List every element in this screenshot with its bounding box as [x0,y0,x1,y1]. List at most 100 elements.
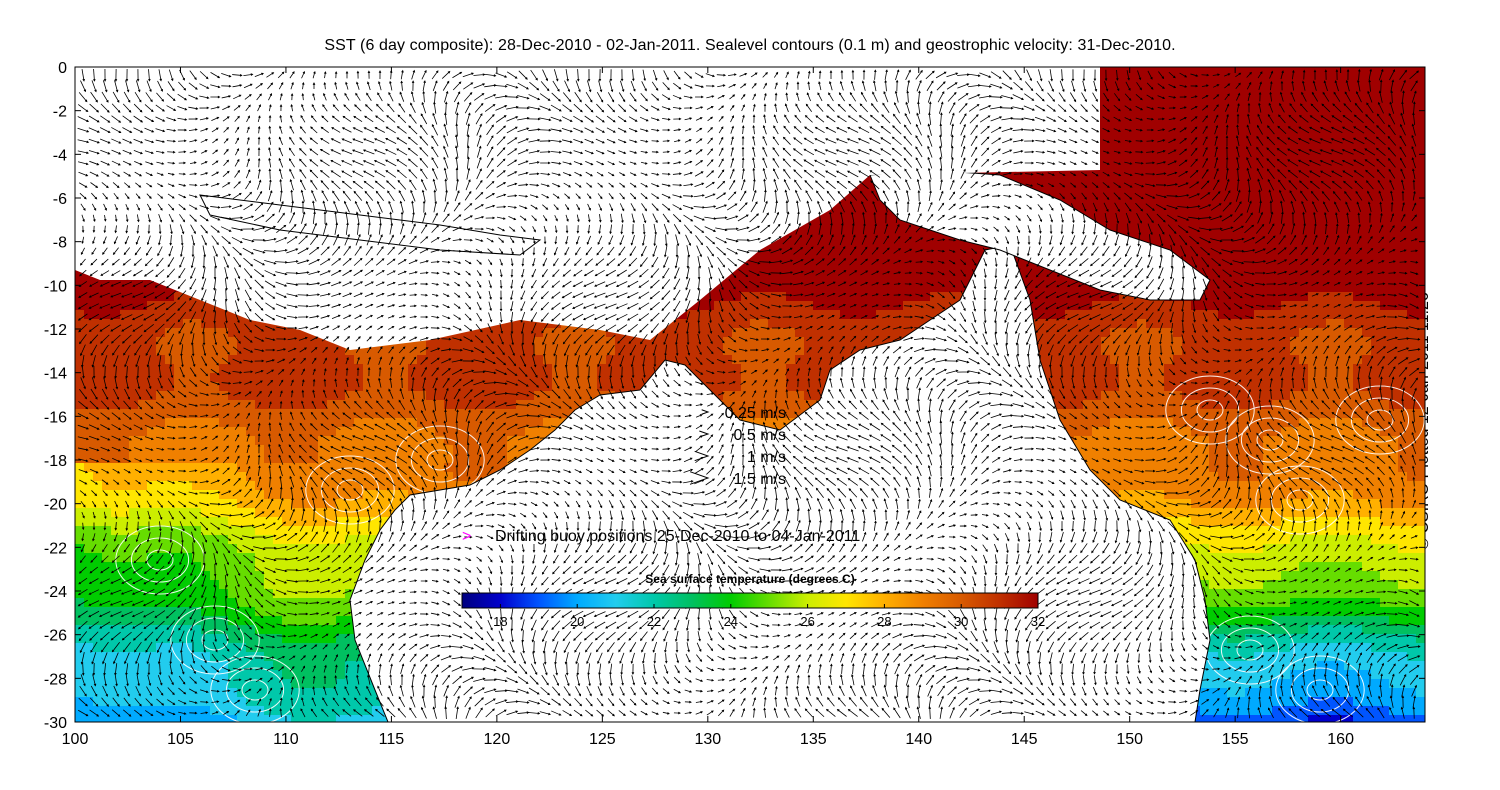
sst-cell [1353,85,1363,95]
sst-cell [1155,157,1165,167]
sst-cell [957,247,967,257]
sst-cell [1362,148,1372,158]
sst-cell [1200,157,1210,167]
sst-cell [885,211,895,221]
sst-cell [1317,319,1327,329]
sst-cell [1128,202,1138,212]
sst-cell [1218,211,1228,221]
sst-cell [156,364,166,374]
sst-cell [1263,76,1273,86]
sst-cell [1200,211,1210,221]
sst-cell [1182,220,1192,230]
sst-cell [1110,184,1120,194]
sst-cell [1128,94,1138,104]
sst-cell [1191,76,1201,86]
sst-cell [903,256,913,266]
sst-cell [1245,166,1255,176]
sst-cell [1281,121,1291,131]
sst-cell [1200,121,1210,131]
sst-cell [1245,175,1255,185]
sst-cell [1344,202,1354,212]
sst-cell [1191,301,1201,311]
sst-cell [1254,211,1264,221]
sst-cell [1254,220,1264,230]
sst-cell [1137,229,1147,239]
sst-cell [1236,247,1246,257]
sst-cell [1416,319,1425,329]
sst-cell [1110,85,1120,95]
sst-cell [885,229,895,239]
sst-cell [678,355,688,365]
sst-cell [1326,166,1336,176]
sst-cell [1281,319,1291,329]
sst-cell [750,346,760,356]
sst-cell [1245,139,1255,149]
sst-cell [381,355,391,365]
sst-cell [1416,67,1425,77]
sst-cell [1164,193,1174,203]
sst-cell [1335,337,1345,347]
sst-cell [1389,247,1399,257]
sst-cell [1290,247,1300,257]
sst-cell [552,355,562,365]
sst-cell [1011,175,1021,185]
sst-cell [786,328,796,338]
sst-cell [1173,103,1183,113]
sst-cell [1263,175,1273,185]
sst-cell [1128,139,1138,149]
sst-cell [840,319,850,329]
sst-cell [273,337,283,347]
sst-cell [1200,112,1210,122]
sst-cell [1119,139,1129,149]
sst-cell [822,256,832,266]
sst-cell [1335,220,1345,230]
sst-cell [1173,76,1183,86]
sst-cell [1371,148,1381,158]
sst-cell [894,247,904,257]
sst-cell [1236,175,1246,185]
sst-cell [1074,319,1084,329]
sst-cell [444,346,454,356]
sst-cell [1245,301,1255,311]
sst-cell [1119,121,1129,131]
sst-cell [1371,211,1381,221]
sst-cell [120,283,130,293]
sst-cell [1299,274,1309,284]
sst-cell [1344,256,1354,266]
sst-cell [1281,103,1291,113]
sst-cell [1200,130,1210,140]
sst-cell [534,355,544,365]
sst-cell [1101,184,1111,194]
sst-cell [1245,256,1255,266]
sst-cell [1308,193,1318,203]
sst-cell [822,247,832,257]
sst-cell [246,355,256,365]
sst-cell [831,328,841,338]
sst-cell [1146,121,1156,131]
sst-cell [786,355,796,365]
sst-cell [1209,148,1219,158]
sst-cell [1209,247,1219,257]
sst-cell [1299,229,1309,239]
sst-cell [1155,229,1165,239]
sst-cell [822,265,832,275]
sst-cell [1155,346,1165,356]
sst-cell [1371,94,1381,104]
sst-cell [1245,121,1255,131]
sst-cell [1263,274,1273,284]
sst-cell [1344,184,1354,194]
sst-cell [822,238,832,248]
sst-cell [1182,229,1192,239]
sst-cell [1362,229,1372,239]
sst-cell [1218,328,1228,338]
sst-cell [1056,175,1066,185]
sst-cell [1281,157,1291,167]
sst-cell [1164,112,1174,122]
sst-cell [1380,121,1390,131]
sst-cell [1299,85,1309,95]
sst-cell [1209,157,1219,167]
sst-cell [1209,130,1219,140]
sst-cell [1128,103,1138,113]
sst-cell [696,328,706,338]
sst-cell [1380,85,1390,95]
